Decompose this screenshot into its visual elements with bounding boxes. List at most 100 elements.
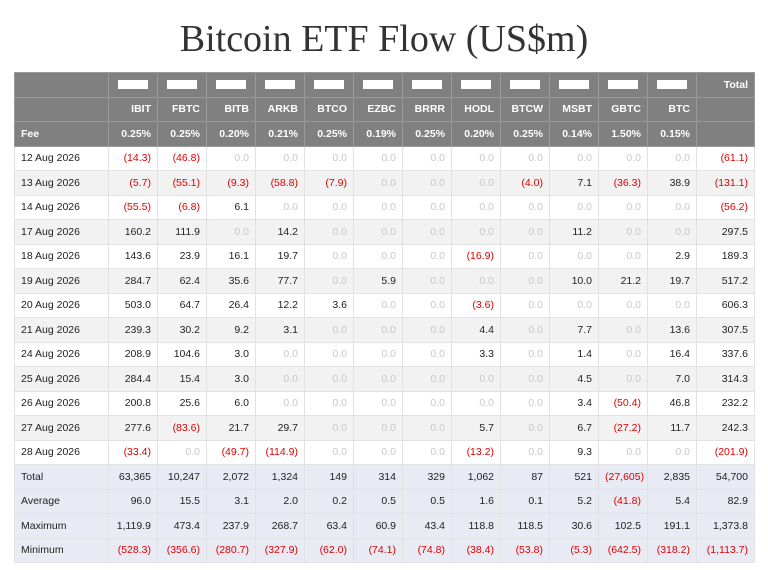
table-cell: (74.8) <box>402 537 452 563</box>
table-cell: 14.2 <box>255 219 305 245</box>
data-row: 12 Aug 2026 (14.3) (46.8) 0.0 0.0 0.0 0.0 0.0 0.… <box>14 145 755 171</box>
table-cell: 0.25% <box>402 121 452 147</box>
table-cell: 3.0 <box>206 341 256 367</box>
table-cell: (327.9) <box>255 537 305 563</box>
table-cell: (318.2) <box>647 537 697 563</box>
table-cell: 46.8 <box>647 390 697 416</box>
table-cell <box>451 72 501 98</box>
table-cell: 0.0 <box>353 194 403 220</box>
data-row: 25 Aug 2026 284.4 15.4 3.0 0.0 0.0 0.0 0.0 0.0 0.… <box>14 366 755 392</box>
table-cell <box>549 72 599 98</box>
table-cell: BTCW <box>500 96 550 122</box>
table-cell: 16.4 <box>647 341 697 367</box>
table-cell: (33.4) <box>108 439 158 465</box>
table-cell: 19.7 <box>255 243 305 269</box>
table-cell: 0.0 <box>500 194 550 220</box>
table-cell: 0.0 <box>304 145 354 171</box>
table-cell: 16.1 <box>206 243 256 269</box>
table-cell: 77.7 <box>255 268 305 294</box>
table-cell <box>14 72 109 98</box>
table-cell: 54,700 <box>696 464 755 490</box>
data-row: 14 Aug 2026 (55.5) (6.8) 6.1 0.0 0.0 0.0 0.0 0.0… <box>14 194 755 220</box>
table-cell: 0.0 <box>451 390 501 416</box>
table-cell: 6.7 <box>549 415 599 441</box>
fee-row: Fee 0.25% 0.25% 0.20% 0.21% 0.25% 0.19% 0.25% 0.… <box>14 121 755 147</box>
table-cell: 0.0 <box>402 170 452 196</box>
table-cell: 4.5 <box>549 366 599 392</box>
table-cell: ARKB <box>255 96 305 122</box>
table-cell: (55.1) <box>157 170 207 196</box>
table-cell: 0.0 <box>402 415 452 441</box>
table-cell: 0.0 <box>451 170 501 196</box>
table-cell: 0.25% <box>500 121 550 147</box>
table-cell <box>402 72 452 98</box>
table-cell <box>206 72 256 98</box>
table-cell: (62.0) <box>304 537 354 563</box>
table-cell <box>696 96 755 122</box>
table-cell: 21.2 <box>598 268 648 294</box>
table-cell: 0.0 <box>304 243 354 269</box>
table-cell: (41.8) <box>598 488 648 514</box>
table-cell: 118.8 <box>451 513 501 539</box>
table-cell: 0.0 <box>647 145 697 171</box>
table-cell: 0.0 <box>451 219 501 245</box>
table-cell: 0.0 <box>353 341 403 367</box>
fund-logo <box>412 80 442 90</box>
table-cell: 19 Aug 2026 <box>14 268 109 294</box>
table-cell: 191.1 <box>647 513 697 539</box>
table-cell: 0.5 <box>402 488 452 514</box>
table-cell: 0.0 <box>353 390 403 416</box>
table-cell: 111.9 <box>157 219 207 245</box>
table-cell: 4.4 <box>451 317 501 343</box>
table-cell: GBTC <box>598 96 648 122</box>
table-cell: (131.1) <box>696 170 755 196</box>
table-cell: (9.3) <box>206 170 256 196</box>
table-cell: 0.0 <box>255 390 305 416</box>
data-row: 28 Aug 2026 (33.4) 0.0 (49.7) (114.9) 0.0 0.0 0… <box>14 439 755 465</box>
table-cell: 43.4 <box>402 513 452 539</box>
table-cell: 0.0 <box>206 219 256 245</box>
table-cell: (7.9) <box>304 170 354 196</box>
table-cell: 26.4 <box>206 292 256 318</box>
table-cell: (27,605) <box>598 464 648 490</box>
table-cell: 23.9 <box>157 243 207 269</box>
fund-logo <box>314 80 344 90</box>
table-cell: 0.0 <box>500 341 550 367</box>
table-cell: 0.0 <box>549 145 599 171</box>
table-cell: 143.6 <box>108 243 158 269</box>
table-cell: 277.6 <box>108 415 158 441</box>
table-cell: 0.0 <box>255 145 305 171</box>
table-cell: 0.25% <box>157 121 207 147</box>
table-cell: 20 Aug 2026 <box>14 292 109 318</box>
table-cell: 14 Aug 2026 <box>14 194 109 220</box>
table-cell: 2,072 <box>206 464 256 490</box>
table-cell: 284.4 <box>108 366 158 392</box>
table-cell: 7.0 <box>647 366 697 392</box>
table-cell: 0.20% <box>206 121 256 147</box>
table-cell: Total <box>14 464 109 490</box>
table-cell: 0.0 <box>549 292 599 318</box>
table-cell: 1,373.8 <box>696 513 755 539</box>
table-cell: 7.7 <box>549 317 599 343</box>
table-cell: 0.0 <box>402 292 452 318</box>
fund-logo <box>461 80 491 90</box>
table-cell: 5.4 <box>647 488 697 514</box>
table-cell: 189.3 <box>696 243 755 269</box>
table-cell: (201.9) <box>696 439 755 465</box>
table-cell: 0.0 <box>598 243 648 269</box>
table-cell: 5.9 <box>353 268 403 294</box>
table-cell: 0.0 <box>549 194 599 220</box>
table-cell: 0.0 <box>451 194 501 220</box>
table-cell: 82.9 <box>696 488 755 514</box>
table-cell: BITB <box>206 96 256 122</box>
table-cell: 6.1 <box>206 194 256 220</box>
table-cell: 0.0 <box>647 292 697 318</box>
table-cell: 0.5 <box>353 488 403 514</box>
table-cell: 1.6 <box>451 488 501 514</box>
table-cell: 64.7 <box>157 292 207 318</box>
data-row: 20 Aug 2026 503.0 64.7 26.4 12.2 3.6 0.0 0.0 (3.… <box>14 292 755 318</box>
table-cell: 10,247 <box>157 464 207 490</box>
table-cell: 0.0 <box>402 439 452 465</box>
table-cell: 3.1 <box>206 488 256 514</box>
table-cell: 60.9 <box>353 513 403 539</box>
